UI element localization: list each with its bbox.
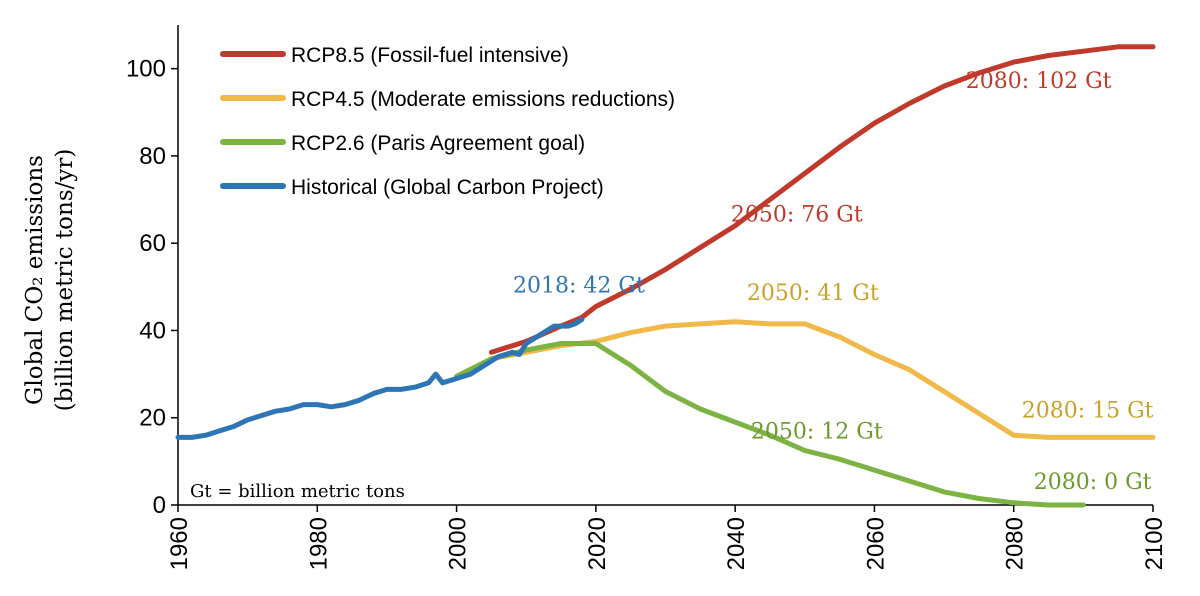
x-tick-label: 1980: [305, 517, 332, 570]
y-tick-label: 40: [139, 317, 166, 344]
x-tick-label: 2060: [862, 517, 889, 570]
annotation-label: 2080: 102 Gt: [966, 69, 1112, 94]
x-tick-label: 1960: [166, 517, 193, 570]
annotations: 2080: 102 Gt 2050: 76 Gt 2050: 41 Gt 2080: …: [513, 69, 1154, 495]
series-line-0: [488, 44, 1156, 355]
annotation-label: 2050: 76 Gt: [731, 202, 863, 227]
x-tick-label: 2020: [584, 517, 611, 570]
series-line-2: [454, 341, 1086, 508]
series-line-3: [175, 317, 585, 440]
units-note: Gt = billion metric tons: [190, 481, 405, 502]
legend-label: RCP8.5 (Fossil-fuel intensive): [291, 44, 569, 67]
annotation-label: 2080: 0 Gt: [1034, 470, 1152, 495]
legend: RCP8.5 (Fossil-fuel intensive) RCP4.5 (Mo…: [220, 44, 675, 199]
annotation-label: 2050: 41 Gt: [747, 281, 879, 306]
annotation-label: 2080: 15 Gt: [1022, 399, 1154, 424]
legend-label: RCP4.5 (Moderate emissions reductions): [291, 88, 675, 111]
y-tick-label: 20: [139, 405, 166, 432]
series-layer: [175, 44, 1156, 508]
annotation-label: 2018: 42 Gt: [513, 274, 645, 299]
y-axis-label-line1: Global CO₂ emissions: [22, 155, 48, 405]
y-tick-label: 60: [139, 230, 166, 257]
legend-label: RCP2.6 (Paris Agreement goal): [291, 132, 585, 155]
y-tick-label: 100: [126, 56, 166, 83]
x-tick-label: 2100: [1141, 517, 1168, 570]
legend-label: Historical (Global Carbon Project): [291, 176, 604, 199]
y-tick-label: 80: [139, 143, 166, 170]
annotation-label: 2050: 12 Gt: [751, 420, 883, 445]
x-tick-label: 2040: [723, 517, 750, 570]
x-tick-label: 2000: [445, 517, 472, 570]
x-tick-label: 2080: [1002, 517, 1029, 570]
y-axis-label-line2: (billion metric tons/yr): [52, 149, 78, 412]
y-tick-label: 0: [153, 492, 166, 519]
